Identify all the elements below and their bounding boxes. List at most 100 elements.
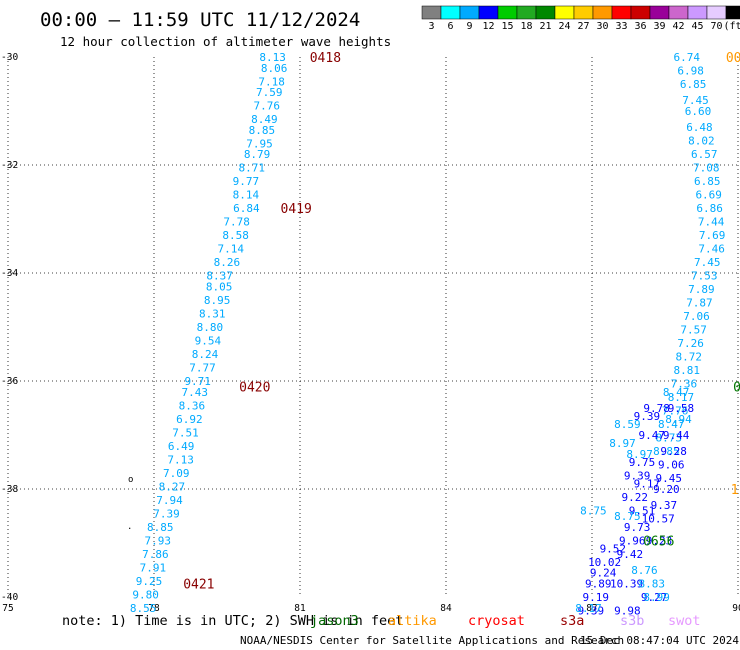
wave-height-value: 7.77 bbox=[189, 362, 216, 375]
colorbar-label: 24 bbox=[558, 21, 570, 32]
legend-entry: s3a bbox=[560, 613, 584, 629]
wave-height-value: 8.97 bbox=[626, 448, 653, 461]
wave-height-value: 7.57 bbox=[680, 324, 707, 337]
colorbar-swatch bbox=[554, 5, 575, 20]
wave-height-value: 9.80 bbox=[132, 588, 159, 601]
colorbar-label: 39 bbox=[653, 21, 665, 32]
wave-height-value: 6.92 bbox=[176, 413, 203, 426]
colorbar-swatch bbox=[535, 5, 556, 20]
x-tick-label: 87 bbox=[586, 603, 597, 614]
colorbar-swatch bbox=[573, 5, 594, 20]
axis-ticks: 75 78 81 84 87 90 -30 -32 -34 -36 -38 -40 bbox=[1, 52, 740, 614]
colorbar-swatch bbox=[592, 5, 613, 20]
wave-height-value: 8.14 bbox=[233, 189, 260, 202]
legend-entry: altika bbox=[388, 613, 437, 629]
chart-subtitle: 12 hour collection of altimeter wave hei… bbox=[60, 34, 391, 49]
wave-height-value: 9.06 bbox=[658, 459, 685, 472]
y-tick-label: -36 bbox=[1, 376, 18, 387]
wave-height-value: 8.81 bbox=[674, 364, 701, 377]
wave-height-value: 9.20 bbox=[653, 483, 680, 496]
wave-height-value: 7.53 bbox=[691, 270, 718, 283]
wave-height-value: 8.83 bbox=[639, 578, 666, 591]
wave-height-value: 8.37 bbox=[206, 270, 233, 283]
wave-height-value: 7.93 bbox=[145, 534, 172, 547]
wave-height-value: 8.76 bbox=[631, 564, 658, 577]
wave-height-value: 9.77 bbox=[233, 175, 260, 188]
wave-height-value: 7.45 bbox=[694, 256, 721, 269]
wave-height-value: 7.95 bbox=[246, 137, 273, 150]
wave-height-value: 8.36 bbox=[179, 399, 206, 412]
wave-height-value: 8.24 bbox=[192, 348, 219, 361]
pass-time-label: 0418 bbox=[310, 51, 341, 66]
wave-height-value: 8.02 bbox=[688, 135, 715, 148]
wave-height-value: 7.45 bbox=[682, 94, 709, 107]
wave-height-value: 9.23 bbox=[646, 534, 673, 547]
wave-height-value: 9.44 bbox=[663, 429, 690, 442]
wave-height-value: 9.17 bbox=[634, 478, 661, 491]
wave-height-value: 9.78 bbox=[643, 402, 670, 415]
colorbar-label: 21 bbox=[539, 21, 551, 32]
pass-time-label: 0657 bbox=[733, 380, 740, 395]
wave-height-value: 7.91 bbox=[140, 561, 167, 574]
pass-labels: 0418 0419 0420 0421 0019 0657 0656 113 bbox=[183, 51, 740, 593]
wave-height-value: 8.26 bbox=[214, 256, 241, 269]
wave-height-value: 8.75 bbox=[580, 505, 607, 518]
wave-height-value: 6.86 bbox=[696, 202, 723, 215]
x-tick-label: 78 bbox=[148, 603, 160, 614]
data-marks: 8.138.067.187.597.768.498.857.958.798.71… bbox=[130, 51, 725, 618]
wave-height-value: 9.54 bbox=[195, 335, 222, 348]
wave-height-value: 8.31 bbox=[199, 308, 226, 321]
wave-height-value: 8.97 bbox=[609, 437, 636, 450]
wave-height-value: 9.22 bbox=[621, 491, 648, 504]
wave-height-value: 9.42 bbox=[617, 548, 644, 561]
x-tick-label: 81 bbox=[294, 603, 306, 614]
colorbar-label: 9 bbox=[466, 21, 472, 32]
pass-time-label: 0421 bbox=[183, 578, 214, 593]
wave-height-value: 9.28 bbox=[660, 445, 687, 458]
legend-entry: s3b bbox=[620, 613, 644, 629]
wave-height-value: 7.39 bbox=[153, 507, 180, 520]
wave-height-value: 8.85 bbox=[147, 521, 174, 534]
wave-height-value: 9.58 bbox=[668, 402, 695, 415]
y-tick-label: -32 bbox=[1, 160, 18, 171]
colorbar-swatch bbox=[706, 5, 727, 20]
wave-height-value: 8.85 bbox=[653, 445, 680, 458]
wave-height-value: 9.73 bbox=[624, 521, 651, 534]
wave-height-value: 6.98 bbox=[677, 65, 704, 78]
wave-height-value: 8.99 bbox=[643, 591, 670, 604]
colorbar-label: 6 bbox=[447, 21, 453, 32]
colorbar-swatch bbox=[649, 5, 670, 20]
wave-height-value: 7.43 bbox=[182, 386, 209, 399]
wave-height-value: 6.57 bbox=[691, 148, 718, 161]
wave-height-value: 6.74 bbox=[674, 51, 701, 64]
wave-height-value: 9.45 bbox=[656, 472, 683, 485]
wave-height-value: 7.14 bbox=[218, 243, 245, 256]
footer-timestamp: 15 Dec 08:47:04 UTC 2024 bbox=[580, 634, 739, 647]
wave-height-value: 7.59 bbox=[256, 86, 283, 99]
wave-height-value: 8.49 bbox=[251, 113, 278, 126]
wave-height-value: 7.06 bbox=[683, 310, 710, 323]
wave-height-value: 7.86 bbox=[142, 548, 169, 561]
wave-height-value: 8.71 bbox=[238, 162, 265, 175]
x-tick-label: 84 bbox=[440, 603, 452, 614]
legend-entry: jason3 bbox=[310, 613, 359, 629]
wave-height-value: 8.17 bbox=[575, 602, 602, 615]
colorbar-label: 45 bbox=[691, 21, 703, 32]
wave-height-value: 7.69 bbox=[699, 229, 726, 242]
wave-height-value: 6.60 bbox=[685, 105, 712, 118]
wave-height-value: 6.85 bbox=[680, 78, 707, 91]
wave-height-value: 9.27 bbox=[641, 591, 668, 604]
plot-background bbox=[8, 57, 738, 597]
colorbar-label: 70 bbox=[710, 21, 722, 32]
wave-height-value: 9.39 bbox=[578, 605, 605, 618]
wave-height-value: 7.78 bbox=[223, 216, 250, 229]
wave-height-value: 8.79 bbox=[244, 148, 271, 161]
wave-height-value: 7.13 bbox=[167, 453, 194, 466]
wave-height-value: 8.75 bbox=[614, 510, 641, 523]
wave-height-value: 7.08 bbox=[693, 162, 720, 175]
wave-height-value: 7.44 bbox=[698, 216, 725, 229]
wave-height-value: 7.76 bbox=[254, 100, 281, 113]
wave-height-value: 6.85 bbox=[694, 175, 721, 188]
